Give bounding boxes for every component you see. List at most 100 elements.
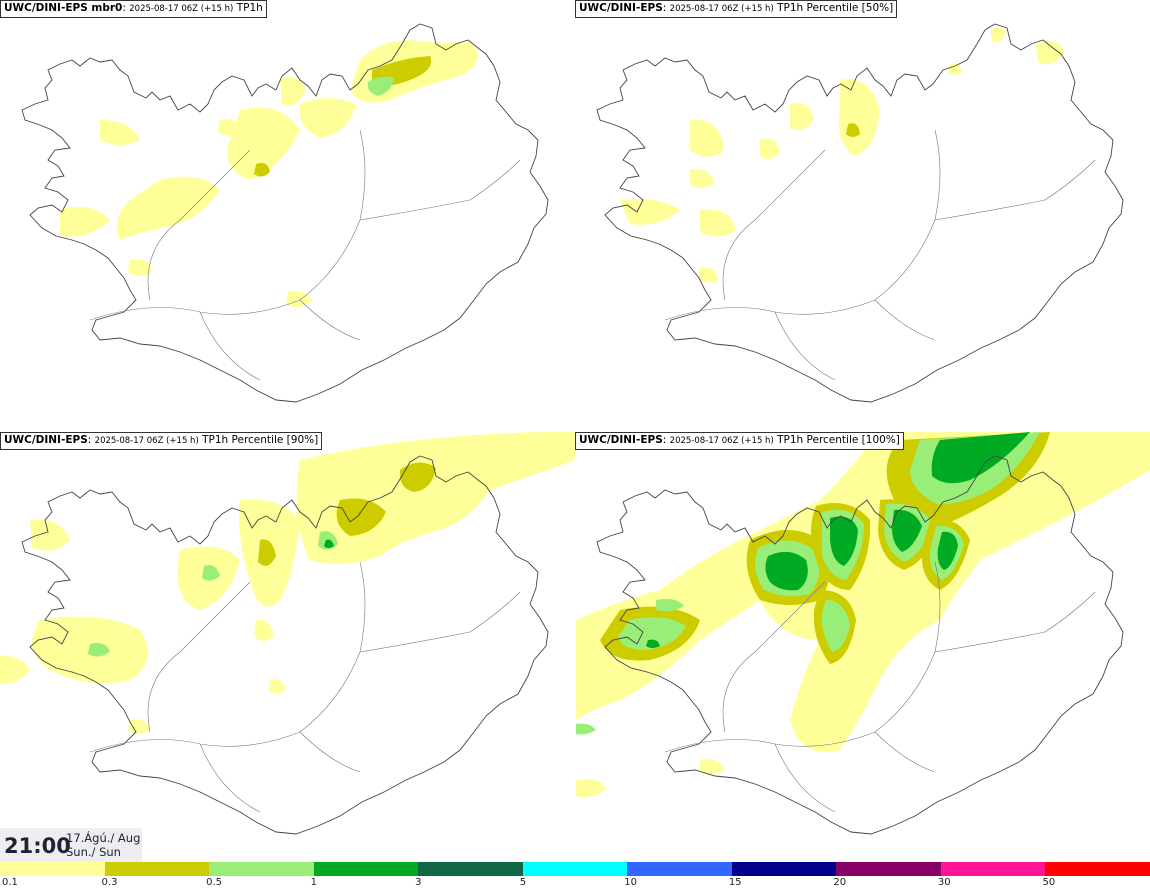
legend-tick: 0.3 <box>101 877 118 888</box>
precip-area <box>116 176 220 240</box>
panel-title: UWC/DINI-EPS: 2025-08-17 06Z (+15 h) TP1… <box>575 432 904 450</box>
legend-swatch <box>418 862 523 876</box>
legend-swatch <box>731 862 837 876</box>
legend-tick: 3 <box>415 877 422 888</box>
legend-swatch <box>1045 862 1150 876</box>
panel-title: UWC/DINI-EPS mbr0: 2025-08-17 06Z (+15 h… <box>0 0 267 18</box>
precip-area <box>202 565 220 581</box>
panel-title: UWC/DINI-EPS: 2025-08-17 06Z (+15 h) TP1… <box>0 432 323 450</box>
map-panel-mbr0: UWC/DINI-EPS mbr0: 2025-08-17 06Z (+15 h… <box>0 0 575 430</box>
precip-area <box>88 643 110 657</box>
precip-area <box>128 719 150 734</box>
precip-area <box>1036 41 1064 65</box>
precip-area <box>0 655 30 684</box>
road-network <box>89 129 521 381</box>
valid-time-box: 21:00 17.Ágú./ Aug Sun./ Sun <box>0 828 142 862</box>
precip-area <box>128 259 152 276</box>
precipitation-areas <box>620 27 1064 283</box>
precip-area <box>399 462 436 492</box>
road-network <box>89 561 521 813</box>
precip-area <box>948 63 962 75</box>
precipitation-legend: 0.1 0.3 0.5 1 3 5 10 15 20 30 50 <box>0 862 1150 891</box>
precip-area <box>254 619 274 641</box>
precip-area <box>254 163 270 177</box>
precip-area <box>892 509 922 552</box>
precipitation-areas <box>576 432 1150 798</box>
legend-tick: 10 <box>624 877 637 888</box>
precip-area <box>280 76 306 106</box>
map-basemap <box>596 455 1124 835</box>
iceland-coastline <box>21 455 549 835</box>
precip-area <box>576 779 606 798</box>
iceland-map <box>596 23 1124 403</box>
precip-area <box>830 516 858 566</box>
legend-swatch <box>940 862 1046 876</box>
precip-area <box>821 600 850 652</box>
precip-area <box>760 138 780 160</box>
map-basemap <box>596 23 1124 403</box>
iceland-map <box>0 432 575 835</box>
valid-date-line2: Sun./ Sun <box>66 845 121 859</box>
legend-swatch <box>522 862 628 876</box>
precip-area <box>227 107 300 180</box>
iceland-map <box>21 23 549 403</box>
legend-swatch <box>627 862 732 876</box>
legend-tick: 0.5 <box>206 877 222 888</box>
map-panel-p50: UWC/DINI-EPS: 2025-08-17 06Z (+15 h) TP1… <box>575 0 1150 430</box>
legend-swatch <box>209 862 314 876</box>
precip-area <box>30 519 70 551</box>
legend-tick: 15 <box>728 877 742 888</box>
valid-time: 21:00 <box>4 834 71 858</box>
legend-tick-labels: 0.1 0.3 0.5 1 3 5 10 15 20 30 50 <box>0 877 1150 891</box>
road-network <box>664 129 1096 381</box>
precip-area <box>324 539 334 548</box>
precip-area <box>700 759 724 775</box>
legend-swatch <box>836 862 941 876</box>
legend-swatch <box>0 862 105 876</box>
precip-area <box>937 531 958 570</box>
precip-area <box>576 432 1150 752</box>
precip-area <box>700 209 736 237</box>
iceland-coastline <box>596 455 1124 835</box>
legend-color-bar <box>0 862 1150 876</box>
precip-area <box>299 98 356 138</box>
precip-area <box>765 551 808 591</box>
precip-area <box>367 76 394 96</box>
map-basemap <box>21 455 549 835</box>
legend-swatch <box>313 862 419 876</box>
precip-area <box>268 679 286 694</box>
precip-area <box>698 267 718 283</box>
map-panel-p90: UWC/DINI-EPS: 2025-08-17 06Z (+15 h) TP1… <box>0 432 575 862</box>
precip-area <box>846 123 860 137</box>
iceland-coastline <box>596 23 1124 403</box>
precip-area <box>646 639 660 648</box>
road-network <box>664 561 1096 813</box>
precip-area <box>990 27 1006 43</box>
panel-title: UWC/DINI-EPS: 2025-08-17 06Z (+15 h) TP1… <box>575 0 898 18</box>
legend-swatch <box>104 862 210 876</box>
precip-area <box>931 432 1030 484</box>
precip-area <box>60 206 110 237</box>
precipitation-areas <box>60 40 478 308</box>
legend-tick: 30 <box>937 877 951 888</box>
iceland-coastline <box>21 23 549 403</box>
map-basemap <box>21 23 549 403</box>
precip-area <box>838 79 880 156</box>
precip-area <box>336 498 386 536</box>
legend-tick: 50 <box>1042 877 1056 888</box>
legend-tick: 0.1 <box>2 877 18 888</box>
map-panel-p100: UWC/DINI-EPS: 2025-08-17 06Z (+15 h) TP1… <box>575 432 1150 862</box>
precip-area <box>100 120 140 145</box>
precip-area <box>296 432 575 565</box>
iceland-map <box>576 432 1150 835</box>
valid-date: 17.Ágú./ Aug Sun./ Sun <box>66 831 140 859</box>
legend-tick: 5 <box>519 877 527 888</box>
precip-area <box>218 119 240 136</box>
precip-area <box>258 539 276 566</box>
precip-area <box>620 199 680 225</box>
precipitation-areas <box>0 432 575 734</box>
precip-area <box>690 119 724 157</box>
precip-area <box>656 598 684 612</box>
precip-area <box>790 102 814 130</box>
legend-tick: 1 <box>310 877 317 888</box>
